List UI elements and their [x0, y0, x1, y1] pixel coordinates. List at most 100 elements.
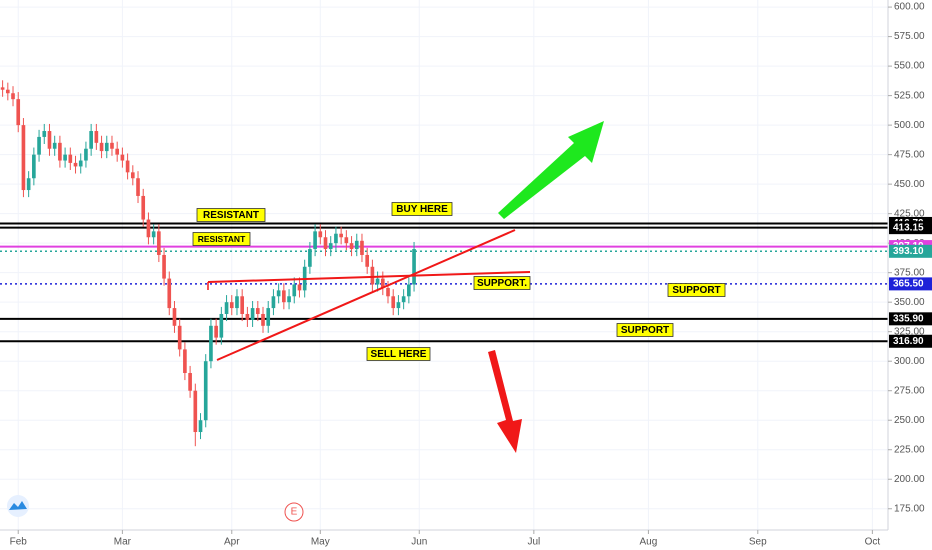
candle-body — [78, 160, 83, 167]
level-badge — [889, 312, 932, 326]
candle-body — [370, 266, 375, 285]
level-badge — [889, 277, 932, 291]
candle-body — [130, 172, 135, 179]
trend-line — [216, 229, 516, 361]
candle-body — [37, 136, 41, 155]
level-badge — [889, 221, 932, 235]
candle-body — [292, 284, 297, 297]
y-tick-label: 200.00 — [894, 474, 925, 485]
candle-body — [58, 142, 62, 161]
candle-body — [151, 231, 156, 238]
candle-body — [334, 233, 338, 244]
annotation-box — [616, 323, 674, 337]
candle-body — [120, 154, 125, 161]
candle-body — [240, 296, 245, 314]
candle-body — [32, 154, 36, 179]
candle-body — [177, 325, 182, 350]
y-tick-label: 275.00 — [894, 385, 925, 396]
candle-body — [89, 131, 93, 149]
candle-body — [365, 254, 370, 267]
down-arrow — [488, 350, 522, 453]
level-badge — [889, 244, 932, 258]
candle-body — [412, 249, 416, 285]
x-tick-label: Aug — [640, 537, 658, 548]
y-tick-label: 375.00 — [894, 267, 925, 278]
level-label: 365.50 — [893, 279, 924, 290]
annotation-text: SUPPORT — [621, 325, 669, 336]
trend-line — [207, 271, 531, 283]
candle-body — [209, 325, 213, 362]
candle-body — [261, 313, 265, 326]
annotation-text: SELL HERE — [371, 349, 427, 360]
candle-body — [245, 313, 250, 320]
level-label: 413.15 — [893, 222, 924, 233]
level-badge — [889, 334, 932, 348]
y-tick-label: 600.00 — [894, 2, 925, 13]
annotation-box — [196, 208, 266, 222]
candle-body — [318, 231, 323, 238]
candle-body — [276, 290, 281, 297]
candle-body — [396, 302, 401, 309]
candle-body — [401, 296, 406, 303]
candle-body — [214, 325, 218, 338]
candle-body — [99, 142, 104, 152]
candle-body — [167, 278, 172, 309]
y-tick-label: 475.00 — [894, 149, 925, 160]
candle-body — [26, 178, 31, 191]
x-tick-label: Apr — [224, 537, 240, 548]
candle-body — [380, 278, 385, 289]
candle-body — [94, 131, 99, 143]
candle-body — [266, 308, 271, 326]
x-tick-label: Jul — [527, 537, 540, 548]
candle-body — [313, 231, 317, 250]
candle-body — [141, 195, 146, 220]
candle-body — [146, 219, 151, 238]
y-tick-label: 425.00 — [894, 208, 925, 219]
candle-body — [224, 302, 229, 314]
y-tick-label: 450.00 — [894, 179, 925, 190]
candle-body — [407, 284, 411, 297]
annotation-box — [473, 276, 531, 290]
candle-body — [136, 178, 140, 196]
y-tick-label: 225.00 — [894, 444, 925, 455]
candle-body — [391, 296, 396, 309]
candle-body — [157, 231, 161, 255]
y-tick-label: 250.00 — [894, 415, 925, 426]
annotation-text: BUY HERE — [396, 204, 448, 215]
candle-body — [125, 160, 130, 173]
candle-body — [386, 288, 390, 297]
candle-body — [172, 308, 177, 326]
candle-body — [328, 243, 333, 250]
x-tick-label: Jun — [411, 537, 427, 548]
drawings — [207, 121, 604, 453]
candle-body — [47, 131, 52, 149]
candle-body — [203, 361, 208, 421]
candles — [0, 80, 416, 447]
watermark: E — [7, 495, 304, 522]
candle-body — [84, 148, 88, 161]
candle-body — [104, 142, 109, 152]
candle-body — [235, 296, 239, 309]
y-tick-label: 500.00 — [894, 120, 925, 131]
annotation-box — [391, 202, 453, 216]
axes: 175.00 200.00 225.00 250.00 275.00 300.00 325.… — [10, 2, 932, 548]
level-label: 316.90 — [893, 336, 924, 347]
candle-body — [349, 243, 354, 250]
candle-body — [5, 89, 10, 94]
candle-body — [198, 420, 203, 433]
earnings-marker — [284, 502, 304, 522]
x-tick-label: Sep — [749, 537, 767, 548]
x-tick-label: Mar — [114, 537, 132, 548]
y-tick-label: 175.00 — [894, 503, 925, 514]
earnings-text: E — [291, 507, 298, 518]
candle-body — [287, 296, 291, 303]
annotation-text: SUPPORT — [672, 285, 720, 296]
candle-body — [21, 125, 26, 191]
up-arrow — [498, 121, 604, 219]
candle-body — [52, 142, 57, 149]
y-tick-label: 350.00 — [894, 297, 925, 308]
y-tick-label: 550.00 — [894, 61, 925, 72]
candle-body — [323, 237, 328, 250]
candle-body — [354, 240, 359, 250]
